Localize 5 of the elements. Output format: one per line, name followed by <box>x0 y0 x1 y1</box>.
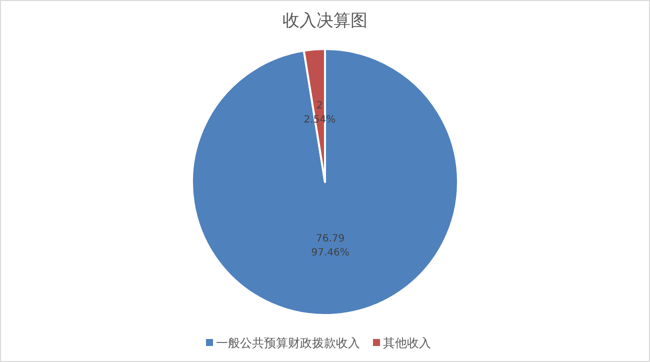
data-label: 76.79 97.46% <box>311 233 350 258</box>
legend-label: 一般公共预算财政拨款收入 <box>216 336 360 350</box>
pie-slice <box>191 48 459 316</box>
legend-label: 其他收入 <box>383 336 431 350</box>
chart-title: 收入决算图 <box>282 11 368 31</box>
